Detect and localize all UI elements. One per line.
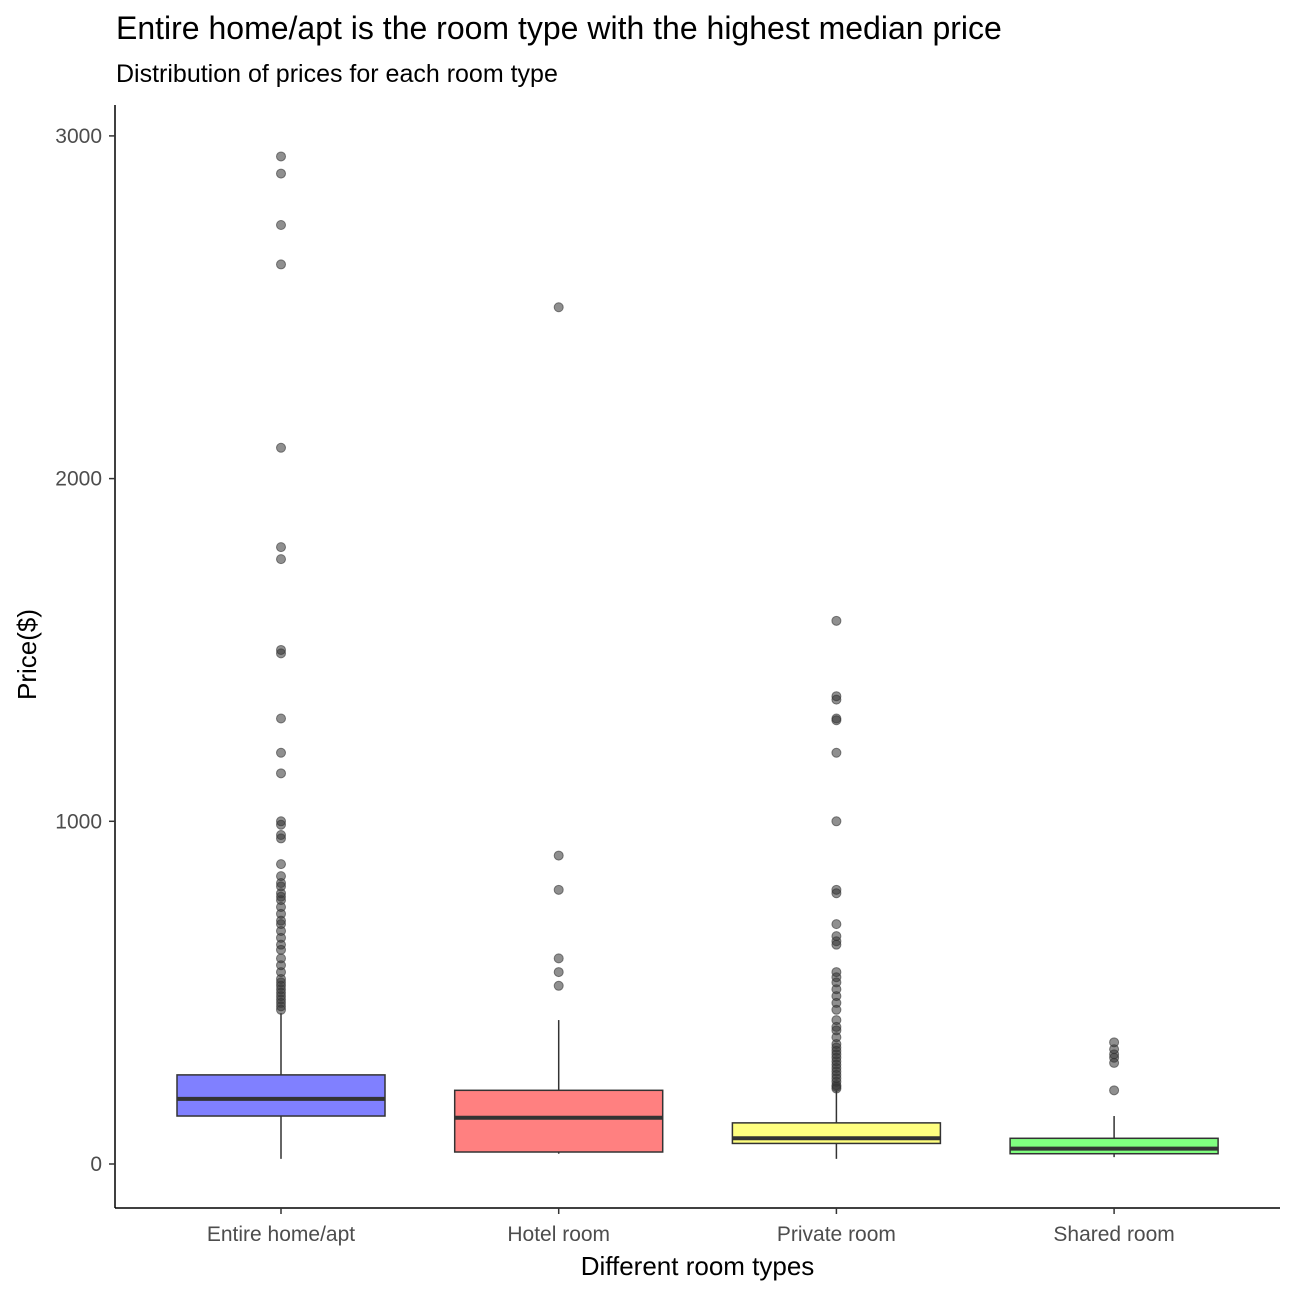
y-axis-title: Price($) xyxy=(12,609,42,700)
outlier-point xyxy=(831,715,842,726)
outlier-point xyxy=(553,850,564,861)
outlier-point xyxy=(276,151,286,162)
outlier-point xyxy=(276,554,286,565)
outlier-point xyxy=(831,1004,842,1015)
x-tick-label: Entire home/apt xyxy=(207,1223,355,1246)
box-entire-home-apt xyxy=(176,1074,386,1117)
box-hotel-room xyxy=(453,1089,664,1153)
x-axis-title: Different room types xyxy=(581,1251,815,1281)
outlier-point xyxy=(276,648,286,659)
x-tick-label: Private room xyxy=(777,1223,896,1246)
outlier-point xyxy=(831,1083,842,1094)
outlier-point xyxy=(276,768,286,779)
outlier-point xyxy=(831,747,842,758)
outlier-point xyxy=(276,1004,286,1015)
outlier-point xyxy=(553,884,564,895)
outlier-point xyxy=(831,939,842,950)
outlier-point xyxy=(553,953,564,964)
y-tick-label: 0 xyxy=(90,1153,102,1176)
outlier-point xyxy=(276,833,286,844)
chart-title: Entire home/apt is the room type with th… xyxy=(116,10,1002,46)
outlier-point xyxy=(276,542,286,553)
x-tick-label: Hotel room xyxy=(507,1223,610,1246)
outlier-point xyxy=(831,694,842,705)
outlier-point xyxy=(276,819,286,830)
outlier-point xyxy=(553,980,564,991)
outlier-point xyxy=(831,615,842,626)
outlier-point xyxy=(276,220,286,231)
outlier-point xyxy=(276,747,286,758)
outlier-point xyxy=(553,302,564,313)
outlier-point xyxy=(831,919,842,930)
y-tick-label: 2000 xyxy=(55,468,102,491)
chart-subtitle: Distribution of prices for each room typ… xyxy=(116,60,558,88)
outlier-point xyxy=(276,259,286,270)
box-private-room xyxy=(731,1122,942,1145)
outlier-point xyxy=(831,816,842,827)
outlier-point xyxy=(1109,1085,1120,1096)
y-tick-label: 3000 xyxy=(55,125,102,148)
x-tick-label: Shared room xyxy=(1053,1223,1174,1246)
y-tick-label: 1000 xyxy=(55,810,102,833)
box-shared-room xyxy=(1009,1137,1219,1155)
outlier-point xyxy=(276,442,286,453)
outlier-point xyxy=(1109,1057,1120,1068)
outlier-point xyxy=(276,944,286,955)
outlier-point xyxy=(831,888,842,899)
outlier-point xyxy=(276,859,286,870)
outlier-point xyxy=(276,713,286,724)
outlier-point xyxy=(553,967,564,978)
outlier-point xyxy=(276,168,286,179)
